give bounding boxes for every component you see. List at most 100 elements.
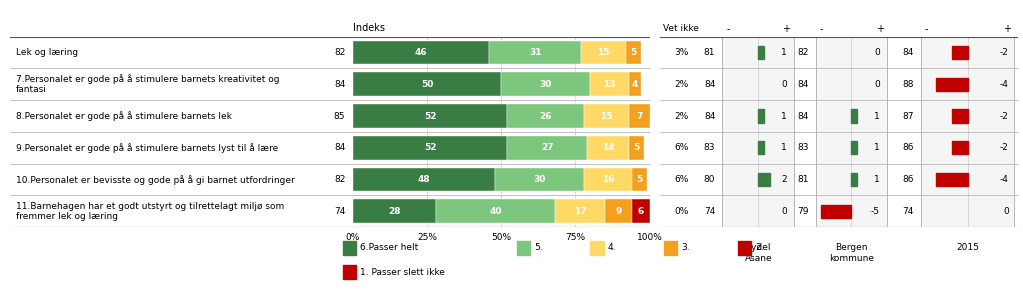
Bar — [353, 72, 501, 96]
Text: 9: 9 — [615, 207, 622, 216]
Text: Bergen
kommune: Bergen kommune — [829, 243, 874, 263]
Text: 46: 46 — [415, 48, 428, 57]
Text: 84: 84 — [902, 48, 915, 57]
Text: 3%: 3% — [674, 48, 688, 57]
Text: 74: 74 — [333, 207, 345, 216]
Text: 1: 1 — [875, 175, 880, 184]
Text: +: + — [876, 24, 884, 34]
Bar — [851, 109, 857, 123]
Text: 81: 81 — [704, 48, 715, 57]
Text: 1: 1 — [875, 112, 880, 120]
Text: 50: 50 — [420, 80, 434, 89]
Text: 5: 5 — [630, 48, 636, 57]
Text: 85: 85 — [333, 112, 345, 120]
Text: 1: 1 — [782, 112, 787, 120]
Text: -4: -4 — [1000, 175, 1009, 184]
Bar — [353, 199, 436, 223]
Text: 80: 80 — [704, 175, 715, 184]
Text: -2: -2 — [1000, 112, 1009, 120]
Bar — [758, 173, 770, 186]
Bar — [436, 199, 554, 223]
Bar — [921, 37, 1014, 227]
Bar — [554, 199, 606, 223]
Bar — [353, 41, 489, 64]
Text: 5: 5 — [636, 175, 642, 184]
Text: -: - — [726, 24, 729, 34]
Bar — [489, 41, 581, 64]
Bar — [632, 168, 647, 192]
Text: Vet ikke: Vet ikke — [663, 24, 700, 34]
Text: 2.: 2. — [755, 243, 763, 252]
Text: 6.Passer helt: 6.Passer helt — [360, 243, 418, 252]
Bar — [936, 77, 968, 91]
Text: 13: 13 — [604, 80, 616, 89]
Bar — [590, 72, 629, 96]
Text: 82: 82 — [333, 175, 345, 184]
Text: 87: 87 — [902, 112, 915, 120]
Text: 83: 83 — [704, 143, 715, 152]
Bar — [629, 104, 650, 128]
Text: 10.Personalet er bevisste og gode på å gi barnet utfordringer: 10.Personalet er bevisste og gode på å g… — [16, 175, 295, 185]
Bar — [626, 41, 640, 64]
Text: 2015: 2015 — [957, 243, 979, 252]
Text: 82: 82 — [797, 48, 808, 57]
Text: +: + — [783, 24, 791, 34]
Text: 28: 28 — [388, 207, 401, 216]
Text: 7.Personalet er gode på å stimulere barnets kreativitet og
fantasi: 7.Personalet er gode på å stimulere barn… — [16, 74, 279, 94]
Text: 6: 6 — [637, 207, 643, 216]
Bar — [507, 136, 587, 160]
Text: 82: 82 — [333, 48, 345, 57]
Bar — [353, 104, 507, 128]
Text: 15: 15 — [601, 112, 613, 120]
Text: 84: 84 — [333, 80, 345, 89]
Text: 84: 84 — [797, 112, 808, 120]
Text: 5: 5 — [633, 143, 639, 152]
Text: 17: 17 — [574, 207, 586, 216]
Text: 84: 84 — [797, 80, 808, 89]
Text: 15: 15 — [597, 48, 610, 57]
Text: 86: 86 — [902, 143, 915, 152]
Bar — [952, 141, 968, 154]
Bar — [936, 173, 968, 186]
Text: 48: 48 — [417, 175, 431, 184]
Text: -: - — [925, 24, 928, 34]
Text: 52: 52 — [424, 112, 437, 120]
Text: 86: 86 — [902, 175, 915, 184]
Text: 26: 26 — [539, 112, 552, 120]
Bar — [606, 199, 632, 223]
Bar — [820, 205, 851, 218]
Text: -2: -2 — [1000, 143, 1009, 152]
Text: 2%: 2% — [674, 112, 688, 120]
Text: 6%: 6% — [674, 175, 688, 184]
Text: 8.Personalet er gode på å stimulere barnets lek: 8.Personalet er gode på å stimulere barn… — [16, 111, 232, 121]
Text: 74: 74 — [704, 207, 715, 216]
Text: 0: 0 — [875, 80, 880, 89]
Text: 9.Personalet er gode på å stimulere barnets lyst til å lære: 9.Personalet er gode på å stimulere barn… — [16, 143, 278, 153]
Bar — [629, 136, 643, 160]
Text: 84: 84 — [704, 80, 715, 89]
Bar — [758, 141, 764, 154]
Text: 3.: 3. — [681, 243, 690, 252]
Text: 0: 0 — [782, 207, 787, 216]
Text: 0%: 0% — [674, 207, 688, 216]
Bar — [629, 72, 640, 96]
Text: 0: 0 — [782, 80, 787, 89]
Bar — [507, 104, 584, 128]
Bar — [632, 199, 650, 223]
Text: 27: 27 — [541, 143, 553, 152]
Text: -4: -4 — [1000, 80, 1009, 89]
Text: 1: 1 — [875, 143, 880, 152]
Bar — [501, 72, 590, 96]
Text: 74: 74 — [902, 207, 915, 216]
Text: 30: 30 — [534, 175, 546, 184]
Bar — [758, 46, 764, 59]
Bar — [495, 168, 584, 192]
Bar — [851, 173, 857, 186]
Text: 0: 0 — [1004, 207, 1009, 216]
Text: Lek og læring: Lek og læring — [16, 48, 78, 57]
Bar — [587, 136, 629, 160]
Text: 88: 88 — [902, 80, 915, 89]
Text: 31: 31 — [529, 48, 541, 57]
Text: 1. Passer slett ikke: 1. Passer slett ikke — [360, 268, 445, 277]
Bar — [581, 41, 626, 64]
